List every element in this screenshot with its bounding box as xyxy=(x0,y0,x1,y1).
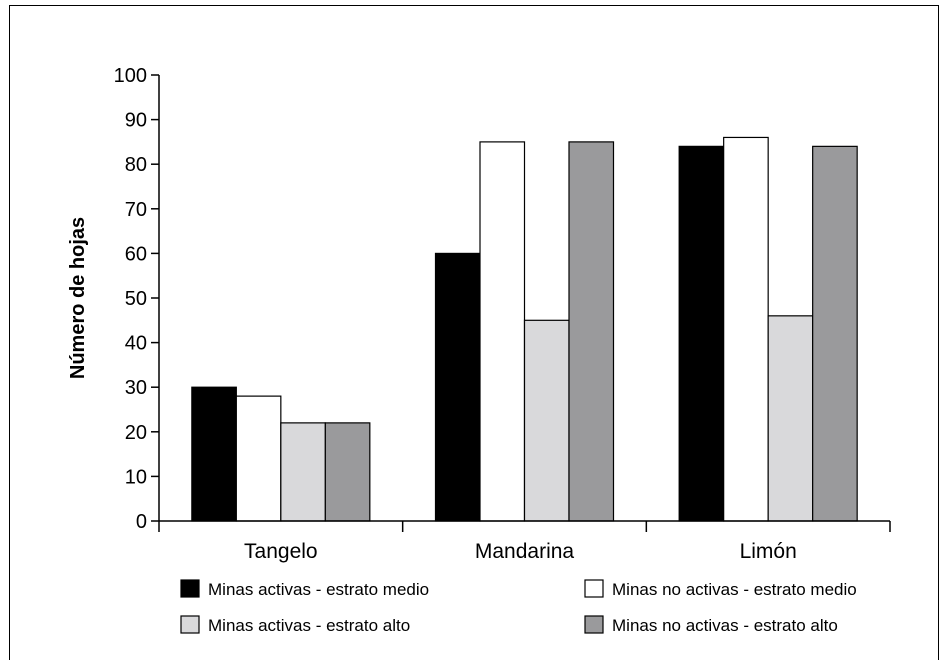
legend-swatch-minas-no-activas-estrato-alto xyxy=(584,615,604,634)
bars-group xyxy=(191,136,858,522)
bar-minas-no-activas-estrato-alto-mandarina xyxy=(568,141,615,522)
legend-label-minas-no-activas-estrato-medio: Minas no activas - estrato medio xyxy=(612,580,857,599)
legend: Minas activas - estrato medio Minas no ac… xyxy=(180,579,857,635)
y-axis-title: Número de hojas xyxy=(67,217,89,379)
y-tick-label: 40 xyxy=(125,333,147,355)
y-tick-label: 20 xyxy=(125,422,147,444)
bar-minas-no-activas-estrato-alto-limon xyxy=(812,145,858,522)
bar-minas-activas-estrato-alto-limon xyxy=(767,315,814,522)
y-tick-label: 60 xyxy=(125,243,147,265)
bar-minas-activas-estrato-medio-tangelo xyxy=(191,386,237,522)
bar-minas-activas-estrato-alto-tangelo xyxy=(280,422,326,522)
x-tick-label: Tangelo xyxy=(244,540,318,563)
y-tick-label: 80 xyxy=(125,154,147,176)
bar-minas-no-activas-estrato-medio-tangelo xyxy=(235,395,282,522)
bar-minas-no-activas-estrato-medio-limon xyxy=(723,136,769,522)
bar-minas-activas-estrato-medio-mandarina xyxy=(434,252,481,522)
bar-minas-no-activas-estrato-alto-tangelo xyxy=(324,422,371,522)
legend-label-minas-activas-estrato-medio: Minas activas - estrato medio xyxy=(208,580,429,599)
legend-label-minas-activas-estrato-alto: Minas activas - estrato alto xyxy=(208,616,410,635)
bar-minas-no-activas-estrato-medio-mandarina xyxy=(479,141,526,522)
y-tick-label: 10 xyxy=(125,466,147,488)
legend-label-minas-no-activas-estrato-alto: Minas no activas - estrato alto xyxy=(612,616,838,635)
x-tick-label: Mandarina xyxy=(475,540,575,563)
y-ticks: 0 10 20 30 40 50 60 70 80 90 100 xyxy=(114,65,159,533)
bar-minas-activas-estrato-alto-mandarina xyxy=(523,319,570,522)
y-tick-label: 0 xyxy=(136,511,147,533)
chart-frame xyxy=(9,5,939,660)
legend-swatch-minas-activas-estrato-medio xyxy=(180,579,200,598)
y-tick-label: 50 xyxy=(125,288,147,310)
y-tick-label: 100 xyxy=(114,65,147,87)
x-tick-label: Limón xyxy=(740,540,797,563)
y-tick-label: 90 xyxy=(125,110,147,132)
legend-swatch-minas-activas-estrato-alto xyxy=(180,615,200,634)
y-tick-label: 30 xyxy=(125,377,147,399)
y-tick-label: 70 xyxy=(125,199,147,221)
x-ticks: Tangelo Mandarina Limón xyxy=(158,521,891,563)
bar-minas-activas-estrato-medio-limon xyxy=(678,145,725,522)
legend-swatch-minas-no-activas-estrato-medio xyxy=(584,579,604,598)
